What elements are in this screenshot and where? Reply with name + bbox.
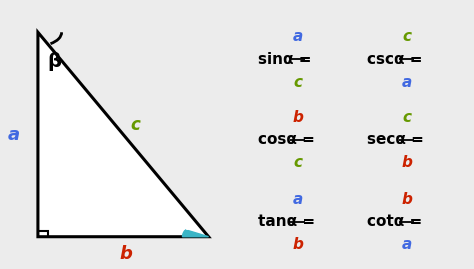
Text: cotα =: cotα = <box>367 214 423 229</box>
Text: cosα =: cosα = <box>258 132 315 147</box>
Text: b: b <box>119 245 132 263</box>
Text: secα =: secα = <box>367 132 424 147</box>
Text: b: b <box>401 155 412 170</box>
Text: cscα =: cscα = <box>367 52 423 67</box>
Text: α: α <box>176 216 189 233</box>
Text: b: b <box>292 237 303 252</box>
Text: a: a <box>8 126 20 143</box>
Text: c: c <box>130 116 140 134</box>
Text: b: b <box>401 192 412 207</box>
Text: a: a <box>292 29 303 44</box>
Text: c: c <box>293 75 302 90</box>
Text: tanα =: tanα = <box>258 214 316 229</box>
Text: c: c <box>402 109 411 125</box>
Text: a: a <box>401 237 412 252</box>
Text: c: c <box>293 155 302 170</box>
Polygon shape <box>38 32 209 237</box>
Text: a: a <box>401 75 412 90</box>
Text: sinα =: sinα = <box>258 52 312 67</box>
Text: β: β <box>47 52 62 71</box>
Text: c: c <box>402 29 411 44</box>
Wedge shape <box>182 230 209 237</box>
Text: a: a <box>292 192 303 207</box>
Text: b: b <box>292 109 303 125</box>
